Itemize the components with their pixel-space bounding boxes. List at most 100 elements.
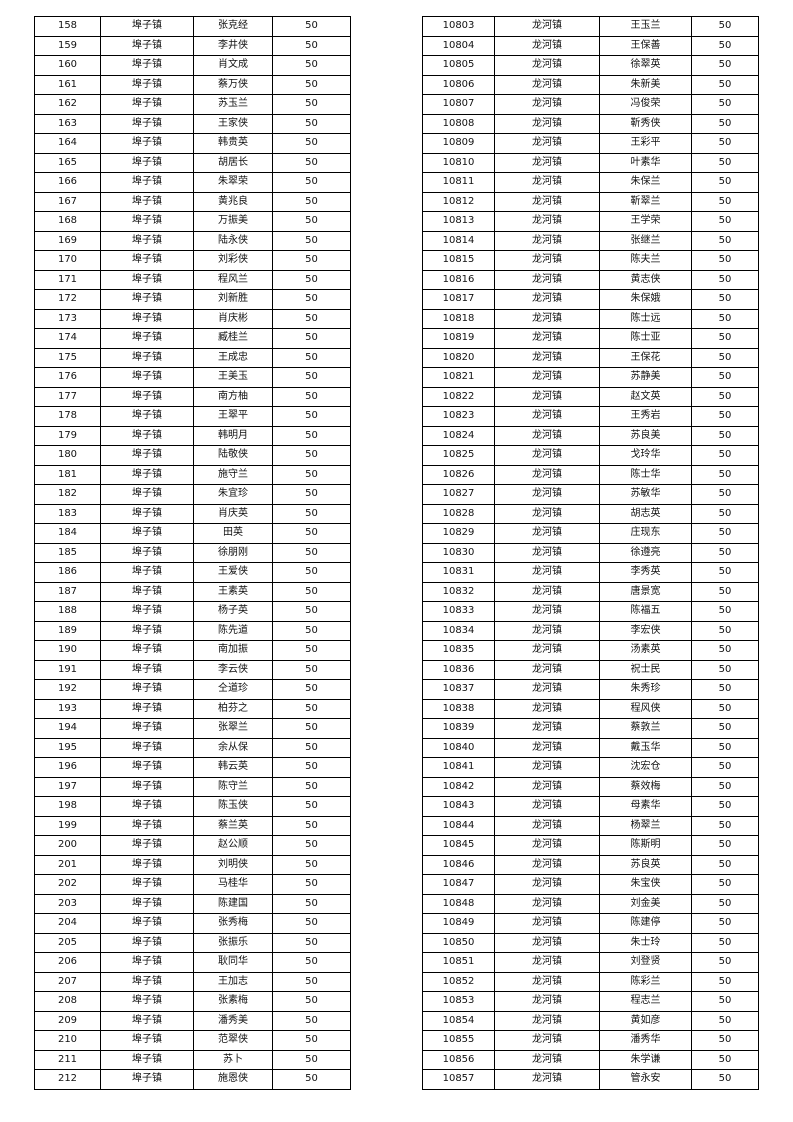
row-number-cell: 192 <box>34 679 101 700</box>
row-number-cell: 10820 <box>422 347 495 368</box>
row-number-cell: 196 <box>34 757 101 778</box>
amount-cell: 50 <box>272 581 351 602</box>
table-row: 169 埠子镇 陆永侠 50 <box>34 230 351 251</box>
table-row: 159 埠子镇 李井侠 50 <box>34 35 351 56</box>
town-name-cell: 埠子镇 <box>100 991 194 1012</box>
person-name-cell: 唐景宽 <box>599 581 692 602</box>
amount-cell: 50 <box>691 289 759 310</box>
person-name-cell: 陈建停 <box>599 913 692 934</box>
amount-cell: 50 <box>691 971 759 992</box>
row-number-cell: 204 <box>34 913 101 934</box>
amount-cell: 50 <box>272 347 351 368</box>
person-name-cell: 苏良英 <box>599 854 692 875</box>
row-number-cell: 190 <box>34 640 101 661</box>
town-name-cell: 龙河镇 <box>494 94 600 115</box>
town-name-cell: 龙河镇 <box>494 952 600 973</box>
person-name-cell: 陈建国 <box>193 893 273 914</box>
person-name-cell: 潘秀美 <box>193 1010 273 1031</box>
person-name-cell: 徐朋刚 <box>193 542 273 563</box>
table-row: 10835 龙河镇 汤素英 50 <box>422 640 759 661</box>
amount-cell: 50 <box>272 464 351 485</box>
person-name-cell: 刘明侠 <box>193 854 273 875</box>
row-number-cell: 184 <box>34 523 101 544</box>
town-name-cell: 龙河镇 <box>494 16 600 37</box>
row-number-cell: 201 <box>34 854 101 875</box>
amount-cell: 50 <box>272 94 351 115</box>
row-number-cell: 174 <box>34 328 101 349</box>
amount-cell: 50 <box>272 854 351 875</box>
amount-cell: 50 <box>272 1049 351 1070</box>
row-number-cell: 10806 <box>422 74 495 95</box>
table-row: 199 埠子镇 蔡兰英 50 <box>34 815 351 836</box>
row-number-cell: 158 <box>34 16 101 37</box>
town-name-cell: 埠子镇 <box>100 308 194 329</box>
town-name-cell: 龙河镇 <box>494 776 600 797</box>
amount-cell: 50 <box>691 1069 759 1090</box>
table-row: 10805 龙河镇 徐翠英 50 <box>422 55 759 76</box>
person-name-cell: 韩明月 <box>193 425 273 446</box>
amount-cell: 50 <box>691 640 759 661</box>
amount-cell: 50 <box>272 971 351 992</box>
town-name-cell: 龙河镇 <box>494 464 600 485</box>
amount-cell: 50 <box>691 952 759 973</box>
amount-cell: 50 <box>691 445 759 466</box>
town-name-cell: 龙河镇 <box>494 308 600 329</box>
amount-cell: 50 <box>272 230 351 251</box>
town-name-cell: 埠子镇 <box>100 152 194 173</box>
amount-cell: 50 <box>691 581 759 602</box>
amount-cell: 50 <box>272 425 351 446</box>
town-name-cell: 龙河镇 <box>494 250 600 271</box>
row-number-cell: 10807 <box>422 94 495 115</box>
town-name-cell: 埠子镇 <box>100 328 194 349</box>
row-number-cell: 180 <box>34 445 101 466</box>
person-name-cell: 韩云英 <box>193 757 273 778</box>
amount-cell: 50 <box>691 74 759 95</box>
row-number-cell: 188 <box>34 601 101 622</box>
row-number-cell: 10851 <box>422 952 495 973</box>
row-number-cell: 10808 <box>422 113 495 134</box>
table-row: 10817 龙河镇 朱保娥 50 <box>422 289 759 310</box>
row-number-cell: 10844 <box>422 815 495 836</box>
town-name-cell: 龙河镇 <box>494 1030 600 1051</box>
person-name-cell: 陈士华 <box>599 464 692 485</box>
table-row: 10823 龙河镇 王秀岩 50 <box>422 406 759 427</box>
person-name-cell: 靳翠兰 <box>599 191 692 212</box>
table-row: 10818 龙河镇 陈士远 50 <box>422 308 759 329</box>
amount-cell: 50 <box>272 16 351 37</box>
amount-cell: 50 <box>272 289 351 310</box>
person-name-cell: 余从保 <box>193 737 273 758</box>
person-name-cell: 王翠平 <box>193 406 273 427</box>
table-row: 183 埠子镇 肖庆英 50 <box>34 503 351 524</box>
row-number-cell: 179 <box>34 425 101 446</box>
person-name-cell: 苏良美 <box>599 425 692 446</box>
table-row: 161 埠子镇 蔡万侠 50 <box>34 74 351 95</box>
row-number-cell: 10831 <box>422 562 495 583</box>
amount-cell: 50 <box>272 835 351 856</box>
town-name-cell: 龙河镇 <box>494 55 600 76</box>
amount-cell: 50 <box>691 796 759 817</box>
table-row: 10825 龙河镇 戈玲华 50 <box>422 445 759 466</box>
row-number-cell: 10847 <box>422 874 495 895</box>
table-row: 193 埠子镇 柏芬之 50 <box>34 698 351 719</box>
row-number-cell: 10817 <box>422 289 495 310</box>
table-row: 163 埠子镇 王家侠 50 <box>34 113 351 134</box>
town-name-cell: 埠子镇 <box>100 971 194 992</box>
table-row: 10807 龙河镇 冯俊荣 50 <box>422 94 759 115</box>
table-row: 10827 龙河镇 苏敏华 50 <box>422 484 759 505</box>
town-name-cell: 龙河镇 <box>494 991 600 1012</box>
person-name-cell: 黄志侠 <box>599 269 692 290</box>
amount-cell: 50 <box>691 269 759 290</box>
town-name-cell: 埠子镇 <box>100 737 194 758</box>
person-name-cell: 肖庆彬 <box>193 308 273 329</box>
table-row: 10822 龙河镇 赵文英 50 <box>422 386 759 407</box>
person-name-cell: 陈斯明 <box>599 835 692 856</box>
table-row: 188 埠子镇 杨子英 50 <box>34 601 351 622</box>
person-name-cell: 苏玉兰 <box>193 94 273 115</box>
table-row: 10845 龙河镇 陈斯明 50 <box>422 835 759 856</box>
row-number-cell: 10843 <box>422 796 495 817</box>
table-row: 209 埠子镇 潘秀美 50 <box>34 1010 351 1031</box>
table-row: 10850 龙河镇 朱士玲 50 <box>422 932 759 953</box>
town-name-cell: 龙河镇 <box>494 854 600 875</box>
table-row: 175 埠子镇 王成忠 50 <box>34 347 351 368</box>
row-number-cell: 181 <box>34 464 101 485</box>
